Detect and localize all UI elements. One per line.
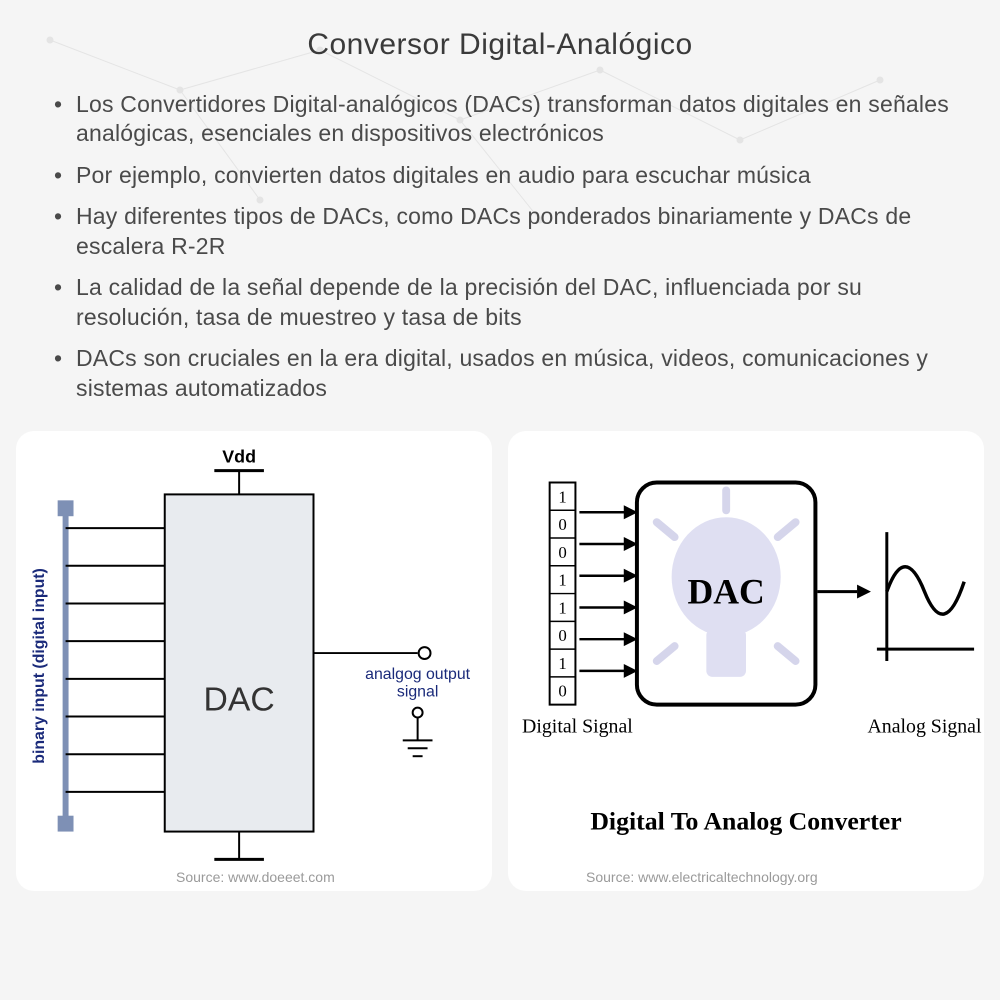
dac-block	[165, 494, 314, 831]
bit-value: 0	[558, 543, 566, 562]
diagram-panel-right: 1 0 0 1 1 0 1 0 Digital Signal	[508, 431, 984, 891]
bullet-item: Hay diferentes tipos de DACs, como DACs …	[48, 202, 952, 261]
input-lines	[66, 528, 165, 792]
vdd-label: Vdd	[222, 447, 256, 467]
analog-output-label-2: signal	[397, 684, 438, 701]
dac-block-diagram-right: 1 0 0 1 1 0 1 0 Digital Signal	[508, 431, 984, 891]
bullet-item: Por ejemplo, convierten datos digitales …	[48, 161, 952, 190]
bit-value: 1	[558, 487, 566, 506]
bullet-item: Los Convertidores Digital-analógicos (DA…	[48, 90, 952, 149]
digital-signal-label: Digital Signal	[522, 715, 633, 737]
page-title: Conversor Digital-Analógico	[0, 28, 1000, 62]
diagram-panel-left: Vdd DAC binary input (digital input)	[16, 431, 492, 891]
bit-value: 1	[558, 654, 566, 673]
input-arrows	[579, 507, 635, 676]
bit-value: 1	[558, 598, 566, 617]
bit-value: 1	[558, 571, 566, 590]
dac-block-label: DAC	[204, 681, 275, 719]
page-header: Conversor Digital-Analógico	[0, 0, 1000, 62]
bullet-list: Los Convertidores Digital-analógicos (DA…	[0, 62, 1000, 403]
analog-signal-label: Analog Signal	[867, 715, 981, 737]
diagram-row: Vdd DAC binary input (digital input)	[0, 417, 1000, 891]
bit-value: 0	[558, 682, 566, 701]
dac-block-diagram-left: Vdd DAC binary input (digital input)	[16, 431, 492, 891]
bit-column: 1 0 0 1 1 0 1 0	[550, 482, 576, 704]
analog-output-label-1: analgog output	[365, 666, 471, 683]
analog-wave	[887, 567, 964, 614]
binary-input-label: binary input (digital input)	[31, 568, 48, 764]
dac-block-right-label: DAC	[688, 571, 765, 611]
source-text-right: Source: www.electricaltechnology.org	[586, 869, 818, 885]
source-text-left: Source: www.doeeet.com	[176, 869, 335, 885]
bit-value: 0	[558, 626, 566, 645]
output-terminal	[419, 647, 431, 659]
bullet-item: DACs son cruciales en la era digital, us…	[48, 344, 952, 403]
bit-value: 0	[558, 515, 566, 534]
dac-caption: Digital To Analog Converter	[590, 807, 901, 836]
bullet-item: La calidad de la señal depende de la pre…	[48, 273, 952, 332]
